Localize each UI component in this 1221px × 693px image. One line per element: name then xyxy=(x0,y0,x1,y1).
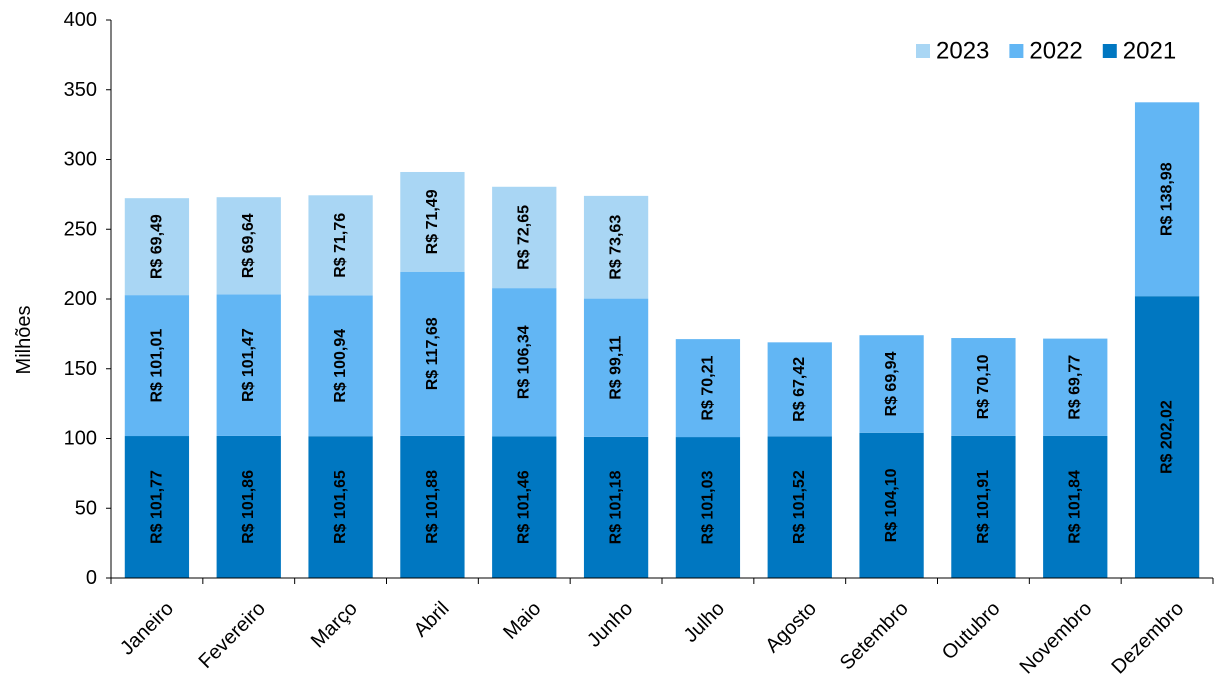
y-tick-label: 50 xyxy=(75,497,97,519)
x-tick-label: Novembro xyxy=(1016,598,1097,679)
bar-segment-2023 xyxy=(308,195,373,296)
y-tick-label: 350 xyxy=(64,79,97,101)
data-label: R$ 69,77 xyxy=(1067,355,1084,420)
data-label: R$ 202,02 xyxy=(1159,400,1176,474)
bar-segment-2022 xyxy=(1043,338,1108,436)
legend-label-2023: 2023 xyxy=(936,38,989,65)
data-label: R$ 117,68 xyxy=(424,317,441,390)
x-tick-label: Fevereiro xyxy=(195,598,270,673)
data-label: R$ 71,76 xyxy=(332,213,349,278)
data-label: R$ 101,91 xyxy=(975,470,992,544)
y-tick-label: 150 xyxy=(64,358,97,380)
legend-swatch-2021 xyxy=(1102,44,1117,58)
bar-segment-2021 xyxy=(951,435,1016,578)
bar-segment-2022 xyxy=(400,271,465,436)
data-label: R$ 104,10 xyxy=(883,468,900,542)
bar-segment-2023 xyxy=(400,171,465,272)
bar-segment-2022 xyxy=(1134,102,1200,297)
data-label: R$ 69,49 xyxy=(148,214,165,279)
bar-segment-2023 xyxy=(216,197,281,295)
x-tick-label: Maio xyxy=(499,598,545,644)
data-label: R$ 100,94 xyxy=(332,329,349,403)
data-label: R$ 106,34 xyxy=(516,325,533,399)
data-label: R$ 101,84 xyxy=(1067,470,1084,544)
bar-segment-2023 xyxy=(492,186,557,289)
bar-segment-2022 xyxy=(308,295,373,437)
data-label: R$ 99,11 xyxy=(608,336,625,400)
legend-swatch-2022 xyxy=(1009,44,1024,58)
data-label: R$ 70,21 xyxy=(699,356,716,421)
data-label: R$ 69,94 xyxy=(883,351,900,416)
data-label: R$ 101,47 xyxy=(240,328,257,402)
bar-segment-2022 xyxy=(492,288,557,437)
bar-segment-2021 xyxy=(308,436,373,578)
bar-segment-2021 xyxy=(1043,435,1108,578)
data-label: R$ 101,65 xyxy=(332,470,349,544)
bar-segment-2022 xyxy=(124,295,190,437)
bar-segment-2021 xyxy=(124,436,190,578)
data-label: R$ 73,63 xyxy=(608,215,625,280)
x-tick-label: Janeiro xyxy=(116,598,178,660)
y-tick-label: 300 xyxy=(64,149,97,171)
x-tick-label: Agosto xyxy=(761,598,821,658)
bar-segment-2021 xyxy=(583,436,649,578)
data-label: R$ 101,52 xyxy=(791,470,808,544)
x-tick-label: Outubro xyxy=(938,598,1005,665)
y-tick-label: 100 xyxy=(64,428,97,450)
y-tick-label: 0 xyxy=(86,567,97,589)
data-label: R$ 67,42 xyxy=(791,357,808,422)
legend-label-2022: 2022 xyxy=(1029,38,1082,65)
x-tick-label: Junho xyxy=(583,598,637,652)
x-tick-label: Julho xyxy=(680,598,729,647)
y-axis-label: Milhões xyxy=(13,306,35,375)
y-tick-label: 400 xyxy=(64,9,97,31)
data-label: R$ 69,64 xyxy=(240,213,257,278)
data-label: R$ 101,88 xyxy=(424,470,441,544)
data-label: R$ 70,10 xyxy=(975,354,992,419)
bar-segment-2021 xyxy=(767,436,832,578)
bar-segment-2022 xyxy=(583,298,649,437)
bar-segment-2022 xyxy=(951,338,1016,436)
legend-swatch-2023 xyxy=(916,44,930,58)
x-tick-label: Dezembro xyxy=(1107,598,1188,679)
bar-segment-2021 xyxy=(216,435,281,578)
bar-segment-2023 xyxy=(583,195,649,299)
data-label: R$ 101,46 xyxy=(516,470,533,544)
data-label: R$ 138,98 xyxy=(1159,162,1176,236)
data-label: R$ 101,77 xyxy=(148,470,165,544)
bar-segment-2021 xyxy=(859,432,924,578)
y-tick-label: 200 xyxy=(64,288,97,310)
bar-segment-2022 xyxy=(859,335,924,433)
data-label: R$ 101,03 xyxy=(699,471,716,545)
legend-label-2021: 2021 xyxy=(1123,38,1176,65)
bar-segment-2022 xyxy=(767,342,832,437)
bar-segment-2021 xyxy=(400,435,465,578)
y-tick-label: 250 xyxy=(64,218,97,240)
bar-segment-2022 xyxy=(216,294,281,436)
x-tick-label: Março xyxy=(307,598,362,653)
bar-segment-2022 xyxy=(675,339,741,438)
bar-segment-2021 xyxy=(675,437,741,578)
x-tick-label: Setembro xyxy=(836,598,913,675)
data-label: R$ 101,86 xyxy=(240,470,257,544)
data-label: R$ 101,18 xyxy=(608,470,625,544)
legend: 2023 2022 2021 xyxy=(916,38,1176,65)
bars-group: R$ 101,77 R$ 101,01 R$ 69,49 R$ 101,86 R$ 10… xyxy=(124,102,1200,578)
data-label: R$ 72,65 xyxy=(516,205,533,270)
x-tick-label: Abril xyxy=(410,598,454,642)
data-label: R$ 71,49 xyxy=(424,189,441,254)
bar-segment-2021 xyxy=(492,436,557,578)
bar-segment-2021 xyxy=(1134,296,1200,578)
data-label: R$ 101,01 xyxy=(148,329,165,403)
bar-segment-2023 xyxy=(124,198,190,296)
